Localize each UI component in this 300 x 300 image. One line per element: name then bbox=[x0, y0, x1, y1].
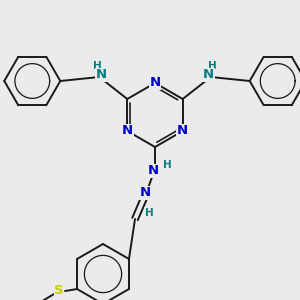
Text: S: S bbox=[54, 284, 64, 298]
Text: N: N bbox=[122, 124, 133, 137]
Text: H: H bbox=[163, 160, 171, 170]
Text: H: H bbox=[145, 208, 153, 218]
Text: N: N bbox=[177, 124, 188, 137]
Text: N: N bbox=[203, 68, 214, 82]
Text: N: N bbox=[96, 68, 107, 82]
Text: N: N bbox=[140, 187, 151, 200]
Text: H: H bbox=[93, 61, 102, 71]
Text: N: N bbox=[149, 76, 161, 89]
Text: N: N bbox=[147, 164, 159, 178]
Text: H: H bbox=[208, 61, 217, 71]
